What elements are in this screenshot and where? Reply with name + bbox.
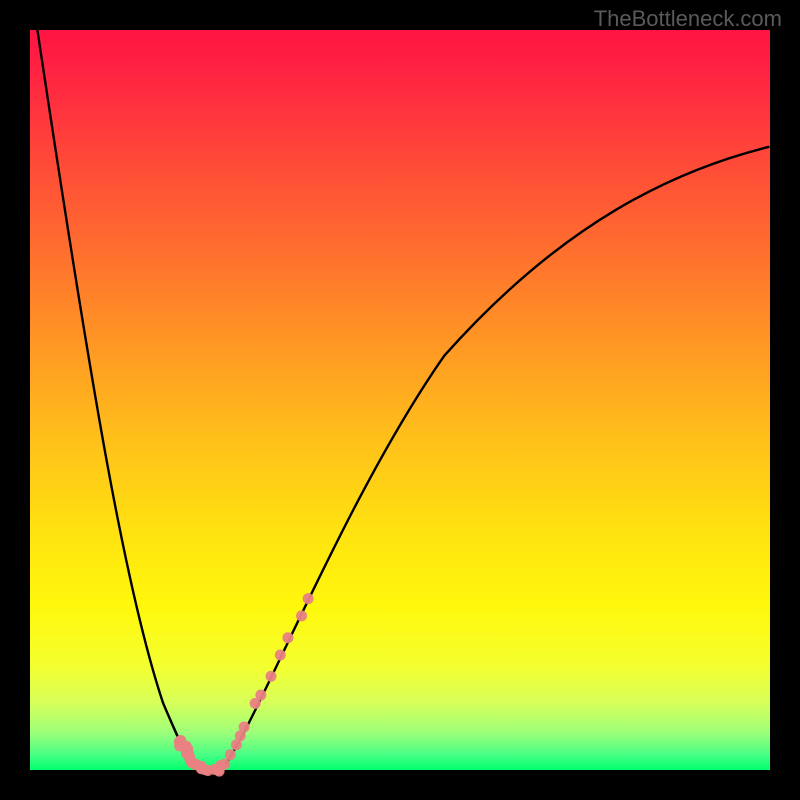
data-marker xyxy=(266,671,277,682)
data-marker xyxy=(219,759,230,770)
data-marker xyxy=(303,593,314,604)
data-marker xyxy=(282,632,293,643)
data-marker xyxy=(255,689,266,700)
data-marker xyxy=(239,721,250,732)
data-marker xyxy=(275,650,286,661)
data-marker xyxy=(296,610,307,621)
curve-left-branch xyxy=(37,30,201,770)
data-marker xyxy=(225,749,236,760)
stage: TheBottleneck.com xyxy=(0,0,800,800)
curve-right-branch xyxy=(221,147,769,770)
marker-group xyxy=(174,593,314,776)
watermark-text: TheBottleneck.com xyxy=(594,6,782,32)
plot-area xyxy=(30,30,770,770)
bottleneck-curve xyxy=(30,30,770,770)
